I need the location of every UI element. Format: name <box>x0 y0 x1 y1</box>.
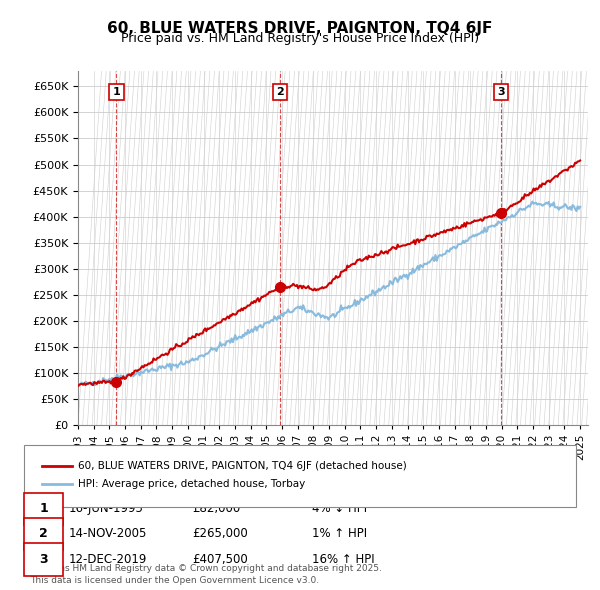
Text: 60, BLUE WATERS DRIVE, PAIGNTON, TQ4 6JF (detached house): 60, BLUE WATERS DRIVE, PAIGNTON, TQ4 6JF… <box>78 461 407 471</box>
Text: 14-NOV-2005: 14-NOV-2005 <box>69 527 148 540</box>
Text: 1: 1 <box>39 502 48 515</box>
Text: 3: 3 <box>39 553 48 566</box>
Text: 2: 2 <box>39 527 48 540</box>
Text: 1: 1 <box>113 87 121 97</box>
Text: 60, BLUE WATERS DRIVE, PAIGNTON, TQ4 6JF: 60, BLUE WATERS DRIVE, PAIGNTON, TQ4 6JF <box>107 21 493 35</box>
Text: HPI: Average price, detached house, Torbay: HPI: Average price, detached house, Torb… <box>78 479 305 489</box>
Text: 16% ↑ HPI: 16% ↑ HPI <box>312 553 374 566</box>
Text: 3: 3 <box>497 87 505 97</box>
Text: 16-JUN-1995: 16-JUN-1995 <box>69 502 144 515</box>
Text: £82,000: £82,000 <box>192 502 240 515</box>
Text: Contains HM Land Registry data © Crown copyright and database right 2025.
This d: Contains HM Land Registry data © Crown c… <box>30 565 382 585</box>
Text: 4% ↓ HPI: 4% ↓ HPI <box>312 502 367 515</box>
Text: 1% ↑ HPI: 1% ↑ HPI <box>312 527 367 540</box>
Text: 2: 2 <box>276 87 284 97</box>
Text: £407,500: £407,500 <box>192 553 248 566</box>
Text: £265,000: £265,000 <box>192 527 248 540</box>
Text: Price paid vs. HM Land Registry's House Price Index (HPI): Price paid vs. HM Land Registry's House … <box>121 32 479 45</box>
Text: 12-DEC-2019: 12-DEC-2019 <box>69 553 148 566</box>
